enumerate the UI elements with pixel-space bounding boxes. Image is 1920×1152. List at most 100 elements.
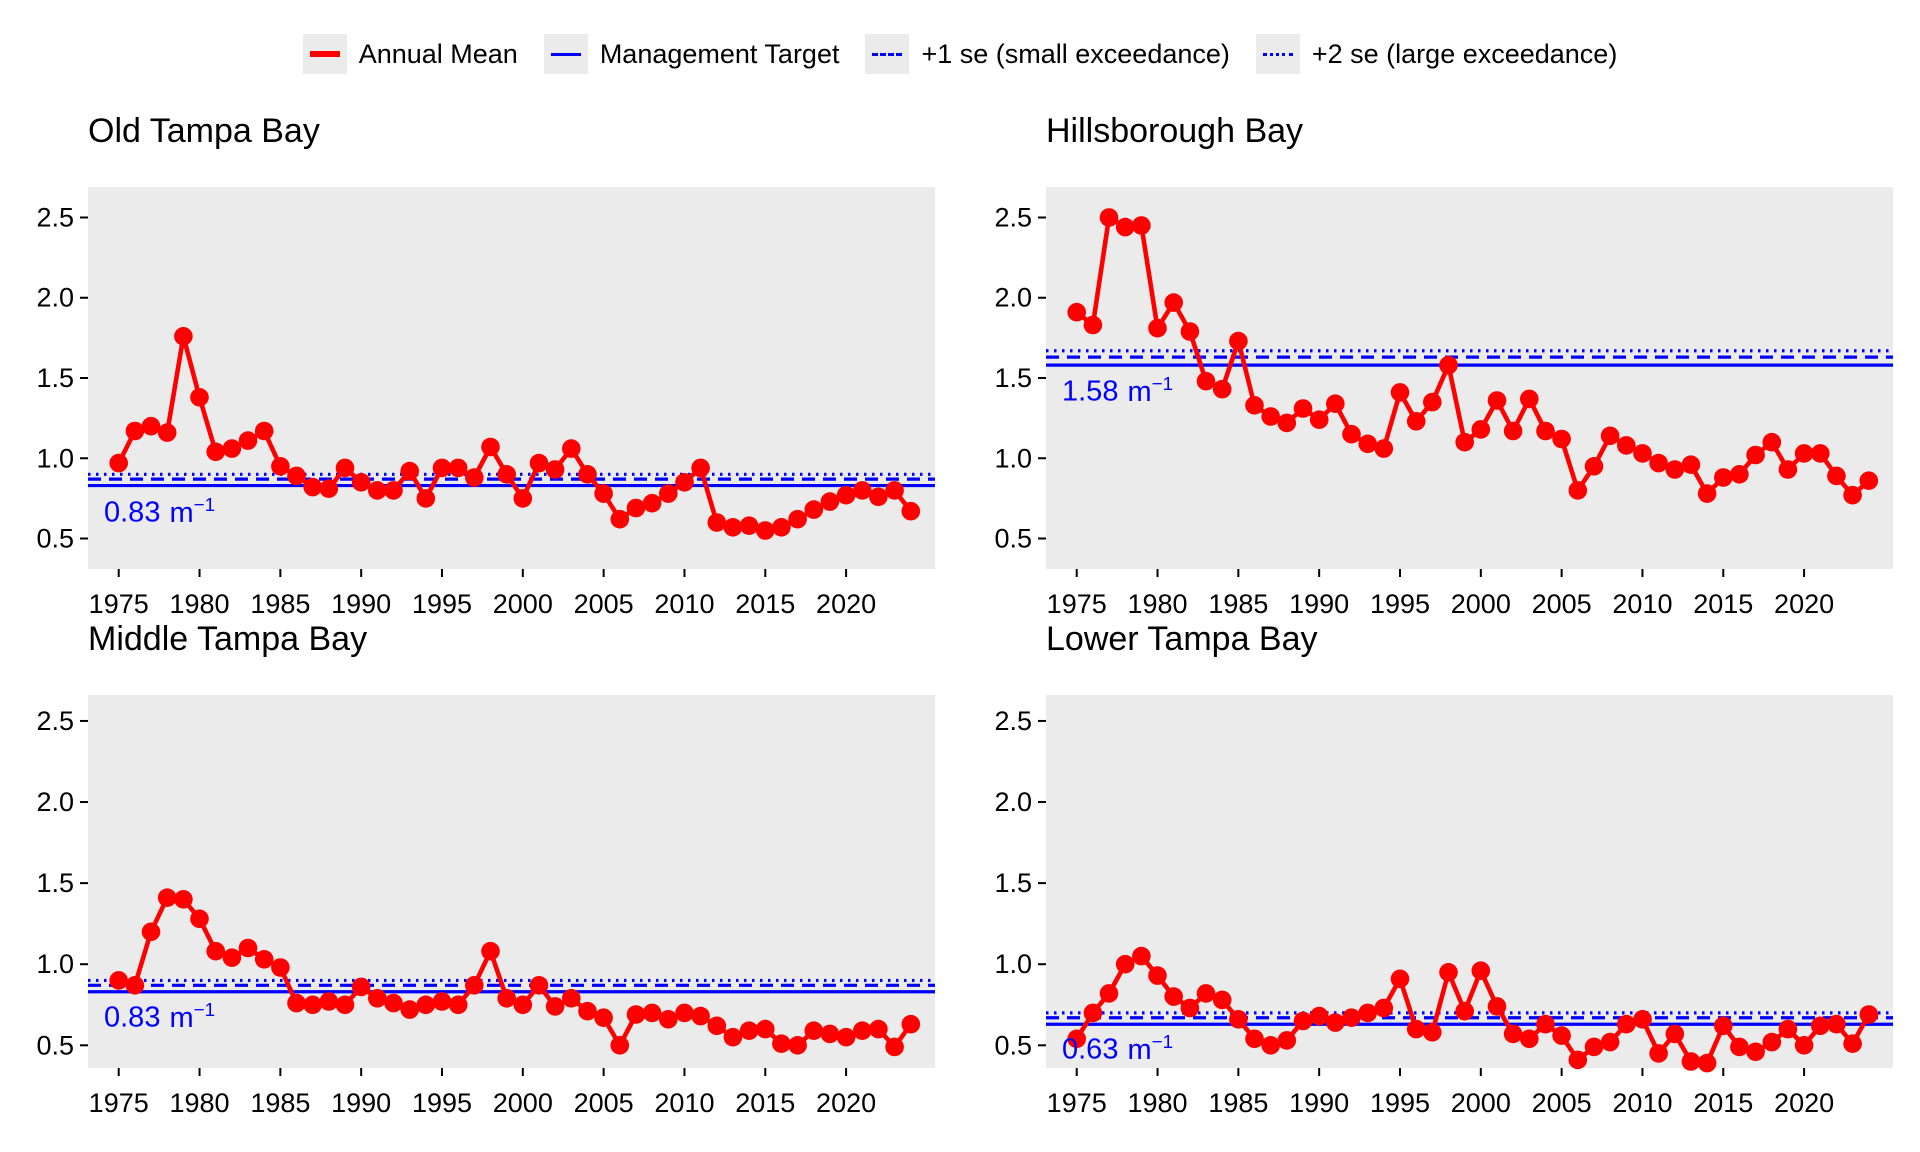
- red-line-icon: [302, 34, 347, 74]
- data-point: [642, 493, 662, 513]
- data-point: [594, 1008, 613, 1027]
- data-point: [368, 481, 387, 500]
- x-axis-tick-label: 2005: [574, 589, 634, 619]
- data-point: [1067, 302, 1086, 322]
- data-point: [901, 1014, 921, 1034]
- data-point: [384, 993, 403, 1013]
- y-axis-tick-label: 0.5: [36, 1030, 74, 1060]
- data-point: [222, 439, 242, 458]
- data-point: [853, 481, 872, 500]
- data-point: [1778, 460, 1798, 479]
- data-point: [1083, 315, 1103, 335]
- data-point: [1552, 429, 1571, 449]
- data-point: [691, 1006, 710, 1026]
- data-point: [1568, 1050, 1588, 1070]
- x-axis-tick-label: 1980: [1127, 589, 1187, 619]
- y-axis-tick-label: 2.5: [36, 706, 74, 736]
- x-axis-tick-label: 2000: [493, 589, 553, 619]
- data-point: [1503, 1024, 1523, 1044]
- data-point: [1843, 1034, 1862, 1053]
- data-point: [157, 888, 177, 907]
- data-point: [836, 485, 856, 505]
- data-point: [1649, 1044, 1668, 1063]
- data-point: [1811, 1016, 1830, 1036]
- data-point: [287, 466, 306, 486]
- data-point: [1811, 444, 1830, 463]
- y-axis-tick-label: 1.0: [36, 949, 74, 979]
- y-axis-tick-label: 1.0: [36, 443, 74, 473]
- data-point: [804, 500, 824, 519]
- data-point: [206, 941, 225, 961]
- data-point: [190, 388, 209, 407]
- x-axis-tick-label: 2000: [1451, 1088, 1511, 1118]
- data-point: [1794, 1036, 1814, 1055]
- data-point: [820, 492, 840, 511]
- x-axis-tick-label: 1985: [250, 1088, 310, 1118]
- legend-item-management-target: Management Target: [543, 34, 839, 74]
- data-point: [1261, 1036, 1280, 1055]
- data-point: [1633, 1010, 1652, 1029]
- panel-title-lower-tampa-bay: Lower Tampa Bay: [1046, 620, 1318, 658]
- panel-title-middle-tampa-bay: Middle Tampa Bay: [88, 620, 368, 658]
- data-point: [756, 1019, 775, 1039]
- data-point: [1099, 208, 1119, 227]
- data-point: [1164, 987, 1183, 1006]
- data-point: [1196, 371, 1216, 391]
- x-axis-tick-label: 2015: [1693, 1088, 1753, 1118]
- y-axis-tick-label: 0.5: [994, 1030, 1032, 1060]
- data-point: [1212, 990, 1232, 1010]
- data-point: [1762, 432, 1782, 452]
- x-axis-tick-label: 1980: [1127, 1088, 1187, 1118]
- plot-lower-tampa-bay: 2.5 2.0 1.5 1.0 0.5 1975 1980 1985 1990 1995 2000 2…: [994, 695, 1893, 1118]
- data-point: [1681, 455, 1701, 475]
- data-point: [1746, 1042, 1765, 1062]
- data-point: [1439, 355, 1458, 375]
- y-axis-tick-label: 1.5: [994, 868, 1032, 898]
- data-point: [901, 501, 921, 521]
- data-point: [335, 995, 355, 1015]
- data-point: [384, 481, 403, 500]
- data-point: [869, 1019, 888, 1039]
- data-point: [594, 484, 613, 503]
- y-axis-tick-label: 1.5: [994, 363, 1032, 393]
- data-point: [448, 458, 468, 478]
- x-axis-tick-label: 1990: [331, 589, 391, 619]
- data-point: [351, 473, 371, 492]
- data-point: [1520, 389, 1539, 409]
- data-point: [1778, 1019, 1798, 1039]
- x-axis-tick-label: 1985: [1208, 1088, 1268, 1118]
- data-point: [335, 458, 355, 478]
- data-point: [465, 976, 484, 995]
- data-point: [562, 989, 581, 1008]
- target-annotation: 0.83 m−1: [104, 494, 216, 529]
- plot-old-tampa-bay: 2.5 2.0 1.5 1.0 0.5 1975 1980 1985 1990 1995 2000 2…: [36, 187, 935, 619]
- data-point: [497, 465, 516, 484]
- data-point: [448, 995, 468, 1015]
- data-point: [626, 498, 646, 518]
- data-point: [820, 1024, 840, 1044]
- x-axis-tick-label: 2010: [654, 589, 714, 619]
- x-axis-tick-label: 2010: [1612, 589, 1672, 619]
- data-point: [1148, 966, 1167, 985]
- data-point: [788, 509, 807, 529]
- data-point: [400, 1000, 420, 1019]
- data-point: [1487, 391, 1507, 410]
- plot-area: [88, 187, 935, 569]
- blue-solid-line-icon: [543, 34, 588, 74]
- x-axis-tick-label: 1995: [412, 1088, 472, 1118]
- data-point: [271, 457, 290, 476]
- legend: Annual Mean Management Target +1 se (sma…: [0, 34, 1920, 74]
- data-point: [109, 971, 128, 990]
- x-axis-tick-label: 1975: [89, 589, 149, 619]
- data-point: [432, 458, 452, 478]
- x-axis-tick-label: 2010: [654, 1088, 714, 1118]
- y-axis-tick-label: 0.5: [994, 524, 1032, 554]
- data-point: [1584, 457, 1604, 476]
- data-point: [1245, 1029, 1264, 1049]
- data-point: [1859, 471, 1879, 491]
- data-point: [1326, 1013, 1345, 1032]
- data-point: [1617, 436, 1636, 455]
- data-point: [157, 423, 177, 442]
- target-annotation: 1.58 m−1: [1062, 373, 1174, 408]
